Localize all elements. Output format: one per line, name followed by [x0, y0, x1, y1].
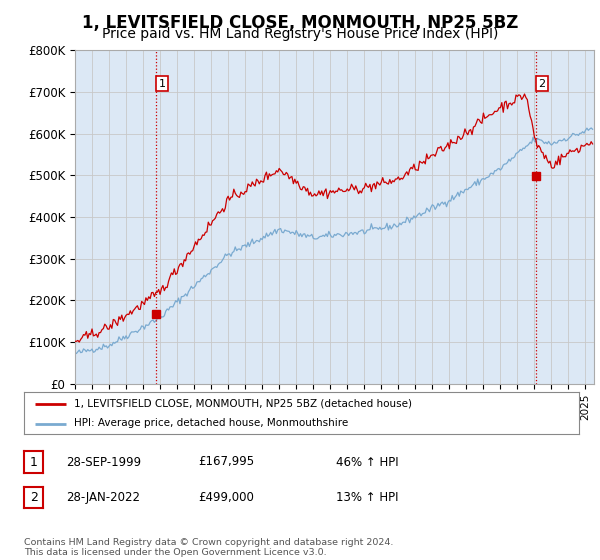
Text: Contains HM Land Registry data © Crown copyright and database right 2024.
This d: Contains HM Land Registry data © Crown c…	[24, 538, 394, 557]
Text: 1: 1	[158, 79, 166, 88]
Text: 28-SEP-1999: 28-SEP-1999	[66, 455, 141, 469]
Text: 28-JAN-2022: 28-JAN-2022	[66, 491, 140, 504]
Text: Price paid vs. HM Land Registry's House Price Index (HPI): Price paid vs. HM Land Registry's House …	[102, 27, 498, 41]
Text: 1, LEVITSFIELD CLOSE, MONMOUTH, NP25 5BZ (detached house): 1, LEVITSFIELD CLOSE, MONMOUTH, NP25 5BZ…	[74, 399, 412, 409]
Text: £499,000: £499,000	[198, 491, 254, 504]
Text: £167,995: £167,995	[198, 455, 254, 469]
Text: 13% ↑ HPI: 13% ↑ HPI	[336, 491, 398, 504]
Text: 1: 1	[29, 455, 38, 469]
Text: HPI: Average price, detached house, Monmouthshire: HPI: Average price, detached house, Monm…	[74, 418, 348, 428]
Text: 1, LEVITSFIELD CLOSE, MONMOUTH, NP25 5BZ: 1, LEVITSFIELD CLOSE, MONMOUTH, NP25 5BZ	[82, 14, 518, 32]
Text: 2: 2	[538, 79, 545, 88]
Text: 46% ↑ HPI: 46% ↑ HPI	[336, 455, 398, 469]
Text: 2: 2	[29, 491, 38, 504]
